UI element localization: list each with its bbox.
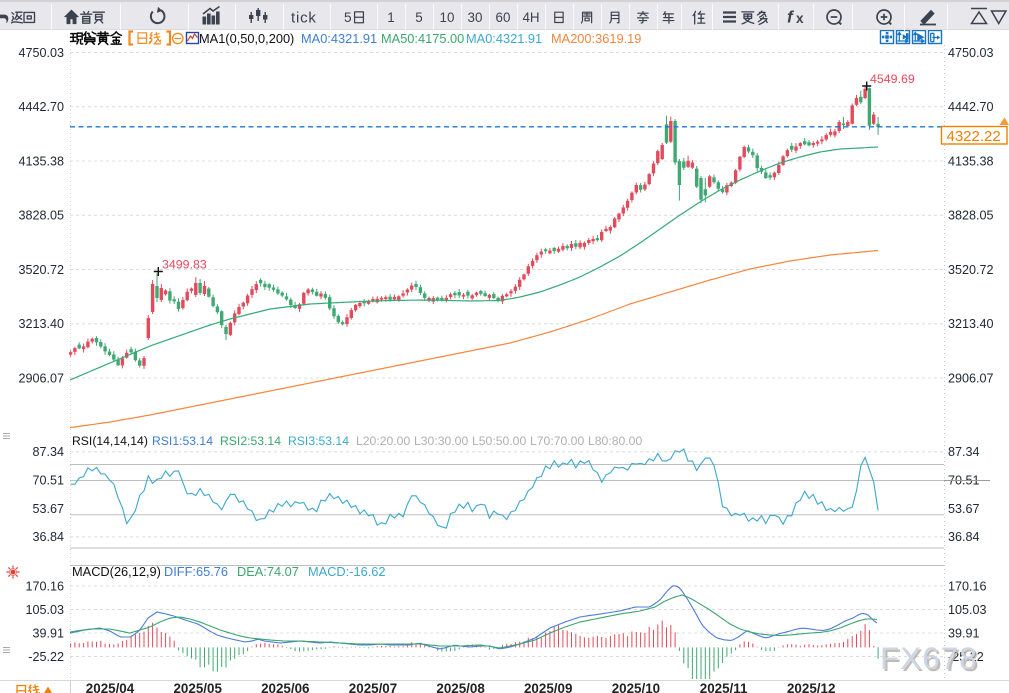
svg-text:MA200:3619.19: MA200:3619.19	[551, 31, 641, 46]
svg-text:4750.03: 4750.03	[948, 46, 994, 60]
svg-text:4549.69: 4549.69	[870, 72, 915, 86]
svg-text:L70:70.00: L70:70.00	[530, 434, 584, 448]
svg-text:5: 5	[415, 10, 422, 25]
svg-text:f: f	[787, 8, 795, 27]
svg-text:4322.22: 4322.22	[947, 128, 1001, 145]
svg-text:x: x	[796, 11, 804, 26]
svg-text:10: 10	[440, 10, 455, 25]
svg-text:RSI1:53.14: RSI1:53.14	[152, 434, 213, 448]
svg-text:2025/11: 2025/11	[700, 681, 748, 693]
svg-text:MACD:-16.62: MACD:-16.62	[308, 564, 386, 579]
svg-text:tick: tick	[291, 10, 317, 27]
svg-text:70.51: 70.51	[32, 473, 64, 487]
svg-text:L50:50.00: L50:50.00	[472, 434, 526, 448]
svg-text:DIFF:65.76: DIFF:65.76	[164, 564, 228, 579]
svg-text:MA0:4321.91: MA0:4321.91	[466, 31, 542, 46]
svg-text:2025/08: 2025/08	[436, 681, 485, 693]
svg-text:2025/12: 2025/12	[787, 681, 835, 693]
svg-text:3828.05: 3828.05	[18, 209, 64, 223]
svg-text:2906.07: 2906.07	[948, 371, 994, 385]
svg-text:2025/06: 2025/06	[261, 681, 309, 693]
svg-text:RSI3:53.14: RSI3:53.14	[288, 434, 349, 448]
svg-text:36.84: 36.84	[32, 530, 64, 544]
svg-text:MA50:4175.00: MA50:4175.00	[381, 31, 464, 46]
svg-text:2025/04: 2025/04	[86, 681, 135, 693]
svg-text:4442.70: 4442.70	[948, 100, 994, 114]
svg-text:3520.72: 3520.72	[18, 263, 64, 277]
svg-text:170.16: 170.16	[948, 579, 987, 593]
svg-text:DEA:74.07: DEA:74.07	[237, 564, 299, 579]
svg-text:60: 60	[496, 10, 511, 25]
svg-text:4135.38: 4135.38	[948, 154, 994, 168]
svg-text:MA1(0,50,0,200): MA1(0,50,0,200)	[199, 31, 294, 46]
svg-text:-25.22: -25.22	[28, 650, 64, 664]
svg-text:5: 5	[344, 10, 352, 25]
svg-text:53.67: 53.67	[32, 502, 64, 516]
svg-text:30: 30	[468, 10, 483, 25]
svg-text:MA0:4321.91: MA0:4321.91	[301, 31, 377, 46]
svg-text:4H: 4H	[522, 10, 539, 25]
svg-text:2025/07: 2025/07	[349, 681, 397, 693]
svg-text:105.03: 105.03	[948, 603, 987, 617]
svg-text:2025/09: 2025/09	[524, 681, 572, 693]
svg-text:4442.70: 4442.70	[18, 100, 64, 114]
svg-text:RSI2:53.14: RSI2:53.14	[220, 434, 281, 448]
svg-text:L80:80.00: L80:80.00	[588, 434, 642, 448]
svg-text:170.16: 170.16	[25, 579, 64, 593]
svg-text:RSI(14,14,14): RSI(14,14,14)	[72, 434, 148, 448]
svg-text:L30:30.00: L30:30.00	[414, 434, 468, 448]
svg-text:1: 1	[387, 10, 394, 25]
svg-text:-25.22: -25.22	[948, 650, 984, 664]
svg-text:3213.40: 3213.40	[18, 317, 64, 331]
svg-text:3520.72: 3520.72	[948, 263, 994, 277]
svg-text:105.03: 105.03	[25, 603, 64, 617]
svg-text:MACD(26,12,9): MACD(26,12,9)	[72, 564, 161, 579]
svg-text:36.84: 36.84	[948, 530, 980, 544]
svg-text:87.34: 87.34	[32, 445, 64, 459]
svg-text:87.34: 87.34	[948, 445, 980, 459]
svg-text:3499.83: 3499.83	[162, 258, 207, 272]
svg-text:39.91: 39.91	[948, 626, 980, 640]
svg-text:39.91: 39.91	[32, 626, 64, 640]
svg-text:2025/10: 2025/10	[612, 681, 660, 693]
svg-text:2025/05: 2025/05	[173, 681, 222, 693]
svg-text:FX678: FX678	[880, 640, 978, 676]
svg-text:L20:20.00: L20:20.00	[356, 434, 410, 448]
svg-text:FX678: FX678	[882, 642, 980, 678]
svg-text:3828.05: 3828.05	[948, 209, 994, 223]
svg-text:53.67: 53.67	[948, 502, 980, 516]
svg-text:4135.38: 4135.38	[18, 154, 64, 168]
svg-text:4750.03: 4750.03	[18, 46, 64, 60]
svg-text:2906.07: 2906.07	[18, 371, 64, 385]
svg-text:3213.40: 3213.40	[948, 317, 994, 331]
